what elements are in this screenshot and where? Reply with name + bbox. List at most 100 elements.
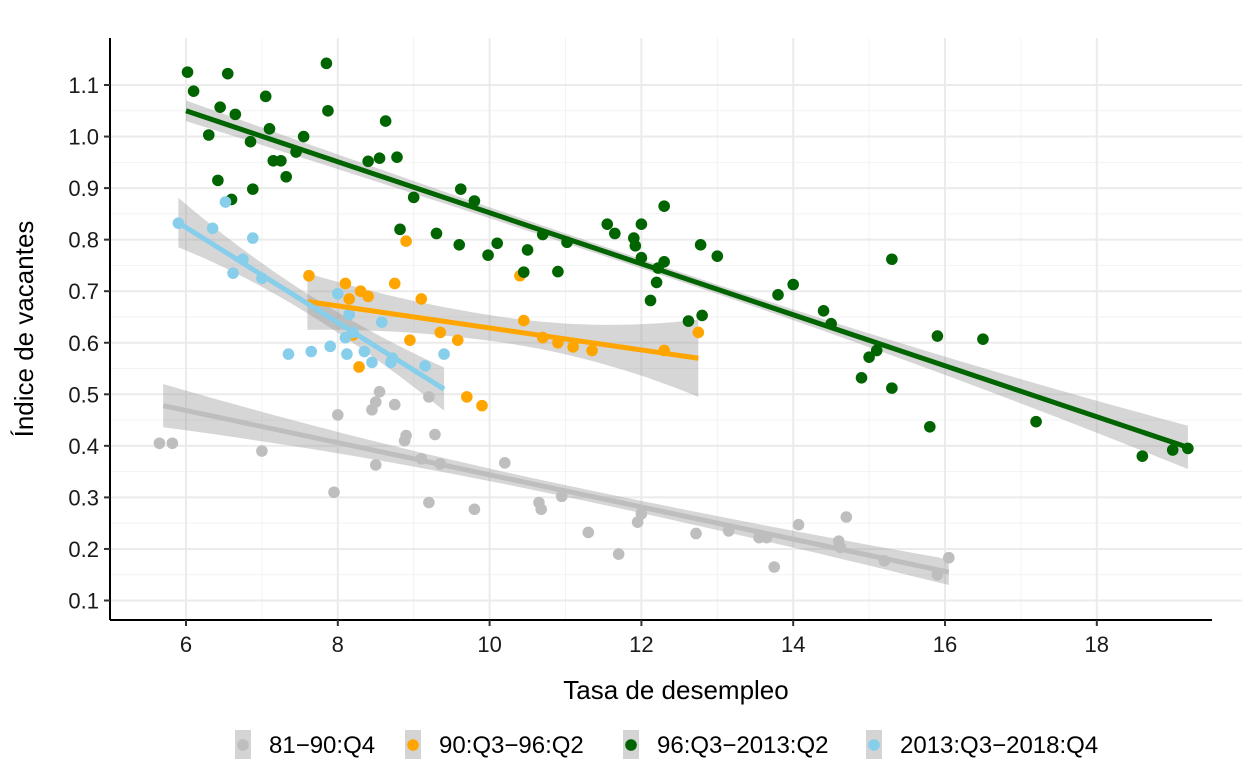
data-point bbox=[423, 391, 435, 403]
data-point bbox=[181, 66, 194, 78]
data-point bbox=[219, 196, 232, 208]
x-tick-label: 6 bbox=[180, 632, 192, 657]
data-point bbox=[582, 526, 595, 539]
data-point bbox=[694, 239, 707, 251]
data-point bbox=[246, 183, 259, 195]
data-point bbox=[430, 227, 443, 240]
fit-lines bbox=[162, 108, 1189, 575]
y-tick-labels: 0.1 0.2 0.3 0.4 0.5 0.6 0.7 0.8 0.9 1.0 1.1 bbox=[68, 73, 99, 614]
fit-line bbox=[307, 299, 699, 361]
data-point bbox=[328, 486, 340, 499]
data-point bbox=[491, 237, 503, 250]
y-tick-label: 0.7 bbox=[68, 279, 99, 304]
data-point bbox=[202, 129, 215, 141]
data-point bbox=[1136, 450, 1149, 462]
data-point bbox=[1166, 444, 1179, 456]
legend-label: 96:Q3−2013:Q2 bbox=[657, 732, 828, 759]
data-point bbox=[476, 399, 488, 412]
fit-line bbox=[177, 220, 446, 392]
data-point bbox=[772, 289, 784, 301]
data-point bbox=[388, 398, 401, 411]
data-point bbox=[369, 459, 382, 471]
data-point bbox=[482, 249, 494, 261]
data-point bbox=[404, 334, 416, 346]
y-tick-label: 0.5 bbox=[68, 382, 99, 407]
confidence-band bbox=[163, 384, 949, 585]
data-point bbox=[282, 348, 295, 360]
data-point bbox=[629, 240, 642, 252]
data-point bbox=[206, 222, 219, 235]
data-point bbox=[373, 152, 386, 165]
data-point bbox=[931, 330, 944, 342]
y-tick-label: 0.1 bbox=[68, 589, 99, 614]
legend-key-point bbox=[407, 739, 419, 751]
data-point bbox=[214, 101, 226, 113]
legend-label: 90:Q3−96:Q2 bbox=[439, 732, 584, 759]
grid bbox=[110, 38, 1242, 620]
data-point bbox=[229, 108, 242, 121]
data-point bbox=[362, 155, 374, 168]
data-point bbox=[400, 235, 412, 247]
data-point bbox=[567, 341, 579, 353]
legend-label: 2013:Q3−2018:Q4 bbox=[900, 732, 1098, 759]
y-tick-label: 1.1 bbox=[68, 73, 99, 98]
data-point bbox=[451, 334, 464, 346]
data-point bbox=[263, 123, 276, 135]
data-point bbox=[1030, 415, 1042, 428]
x-tick-label: 14 bbox=[781, 632, 805, 657]
data-point bbox=[366, 356, 378, 369]
data-point bbox=[817, 304, 830, 317]
data-point bbox=[434, 326, 447, 339]
y-tick-label: 0.3 bbox=[68, 485, 99, 510]
y-tick-label: 0.6 bbox=[68, 331, 99, 356]
data-point bbox=[792, 518, 805, 531]
data-point bbox=[886, 253, 898, 266]
x-tick-label: 16 bbox=[933, 632, 957, 657]
data-point bbox=[280, 170, 292, 183]
data-point bbox=[362, 290, 374, 303]
x-axis-title: Tasa de desempleo bbox=[563, 675, 788, 705]
legend-label: 81−90:Q4 bbox=[269, 732, 375, 759]
legend-key-point bbox=[237, 739, 249, 751]
data-point bbox=[870, 344, 883, 357]
data-point bbox=[303, 269, 315, 282]
data-point bbox=[453, 239, 466, 251]
data-point bbox=[977, 333, 989, 345]
data-point bbox=[429, 428, 441, 441]
data-point bbox=[552, 265, 564, 278]
data-point bbox=[320, 57, 333, 70]
y-tick-label: 0.4 bbox=[68, 434, 99, 459]
data-point bbox=[658, 256, 670, 268]
data-point bbox=[468, 195, 481, 207]
data-point bbox=[863, 351, 875, 363]
y-tick-label: 0.9 bbox=[68, 176, 99, 201]
data-point bbox=[341, 348, 353, 360]
data-point bbox=[517, 266, 530, 278]
data-point bbox=[609, 227, 621, 240]
data-point bbox=[166, 437, 179, 450]
data-point bbox=[153, 437, 166, 450]
data-point bbox=[187, 85, 200, 97]
data-point bbox=[419, 360, 431, 372]
data-point bbox=[407, 191, 420, 204]
data-point bbox=[322, 104, 334, 117]
data-point bbox=[924, 420, 936, 433]
legend: 81−90:Q4 90:Q3−96:Q2 96:Q3−2013:Q2 2013:Q3−… bbox=[235, 730, 1098, 759]
data-point bbox=[339, 277, 352, 290]
data-point bbox=[221, 67, 234, 80]
data-point bbox=[601, 218, 614, 230]
data-point bbox=[332, 287, 344, 300]
fit-line bbox=[162, 403, 950, 575]
data-point bbox=[461, 391, 473, 403]
data-point bbox=[388, 277, 401, 290]
data-point bbox=[353, 361, 365, 373]
data-point bbox=[658, 200, 670, 212]
data-point bbox=[297, 130, 310, 143]
y-tick-label: 0.2 bbox=[68, 537, 99, 562]
data-point bbox=[259, 90, 272, 103]
data-point bbox=[369, 396, 382, 408]
data-point bbox=[521, 244, 534, 256]
data-point bbox=[415, 293, 428, 305]
x-tick-labels: 6 8 10 12 14 16 18 bbox=[180, 632, 1109, 657]
